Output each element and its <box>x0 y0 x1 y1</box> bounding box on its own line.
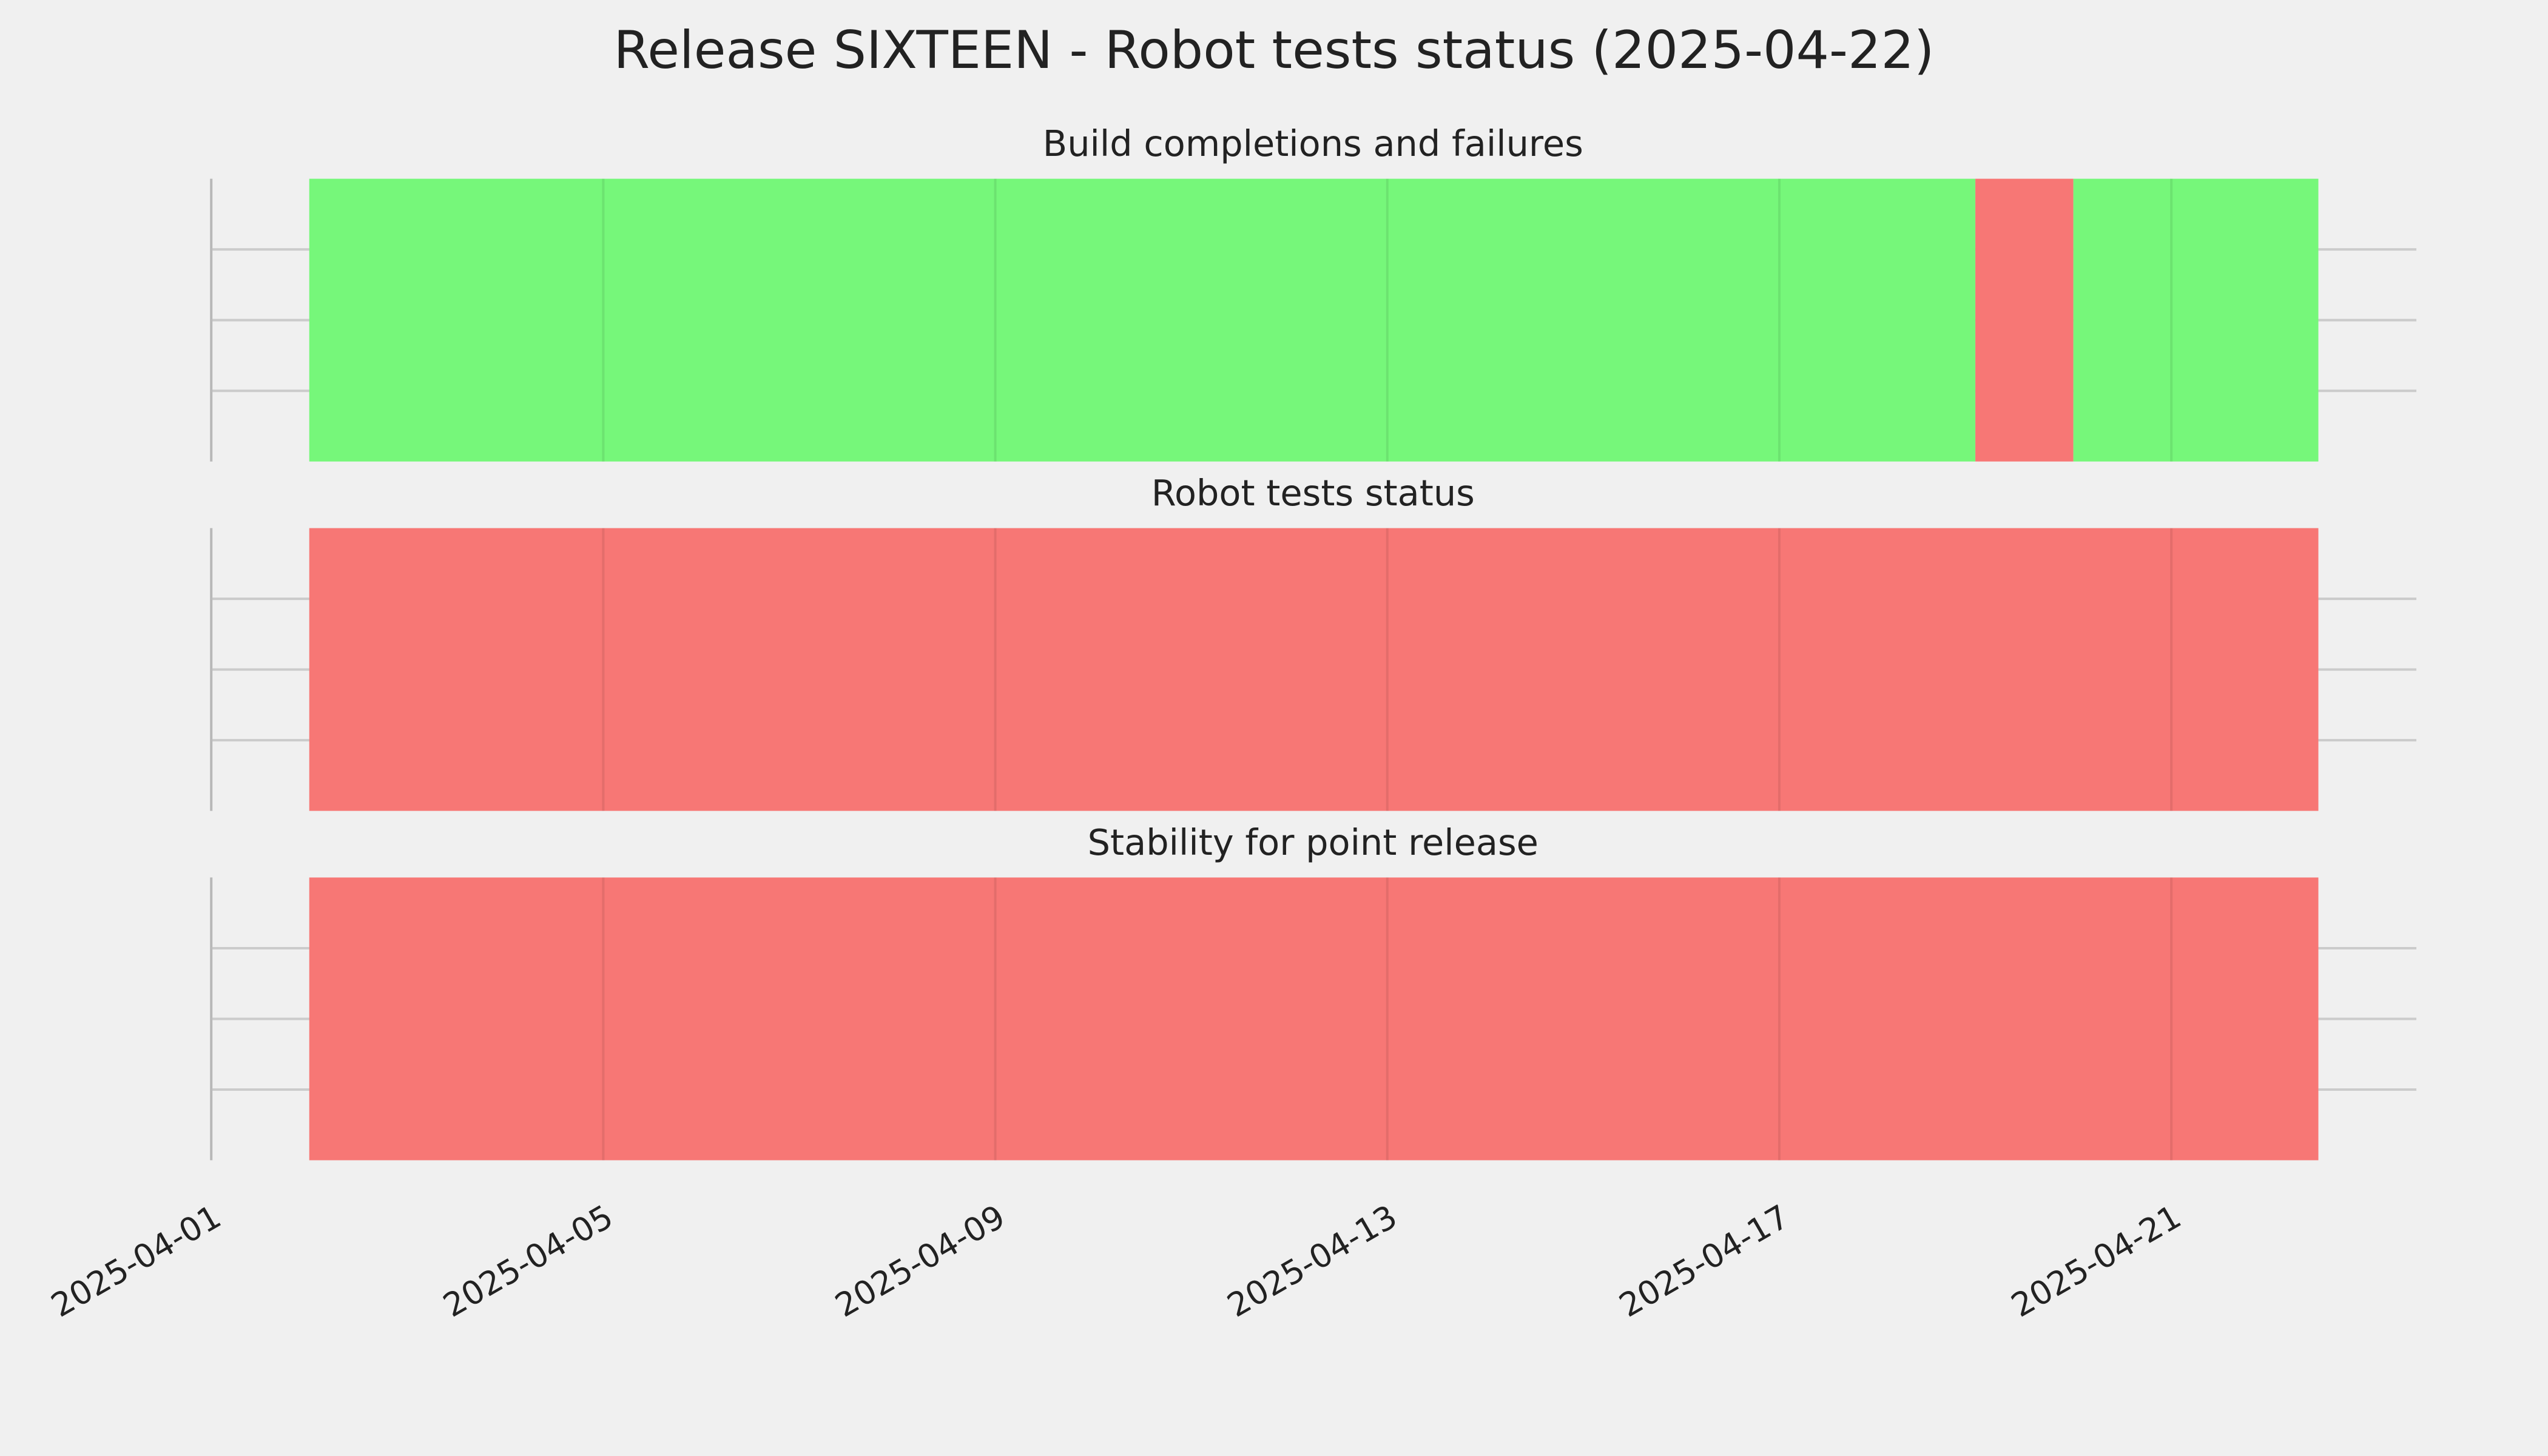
panel-title: Stability for point release <box>1088 821 1539 863</box>
status-segment <box>309 178 1976 462</box>
panel-title: Build completions and failures <box>1043 123 1583 164</box>
status-segment <box>309 528 2319 811</box>
status-segment <box>309 877 2319 1161</box>
status-segment <box>1975 178 2074 462</box>
chart-title: Release SIXTEEN - Robot tests status (20… <box>614 20 1935 81</box>
status-segment <box>2073 178 2319 462</box>
panel-title: Robot tests status <box>1151 472 1475 514</box>
